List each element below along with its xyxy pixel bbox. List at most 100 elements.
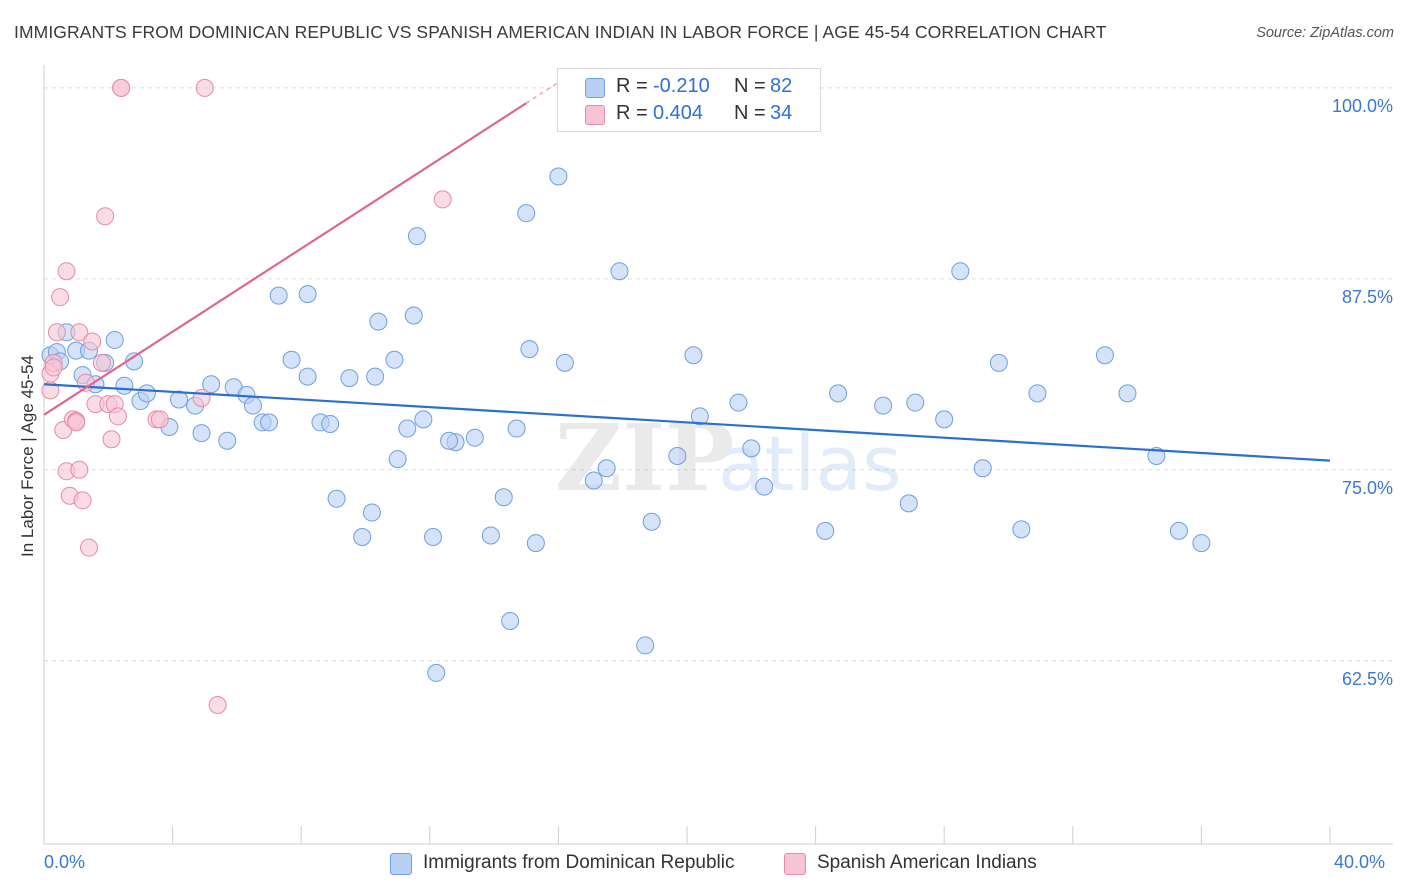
- data-point-dominican: [584, 471, 603, 490]
- data-point-dominican: [398, 419, 417, 438]
- y-axis-title: In Labor Force | Age 45-54: [18, 355, 37, 557]
- data-point-dominican: [353, 527, 372, 546]
- data-point-dominican: [642, 512, 661, 531]
- data-point-dominican: [115, 376, 134, 395]
- data-point-spanish-american-indian: [70, 460, 89, 479]
- data-point-dominican: [507, 419, 526, 438]
- data-point-dominican: [517, 204, 536, 223]
- watermark-atlas: atlas: [718, 419, 902, 508]
- legend-r-label: R =: [616, 102, 648, 124]
- x-tick-label-min: 0.0%: [44, 852, 86, 872]
- legend-n-value: 34: [770, 102, 793, 124]
- series-dominican-points: [41, 167, 1211, 682]
- data-point-spanish-american-indian: [70, 323, 89, 342]
- data-point-spanish-american-indian: [208, 696, 227, 715]
- data-point-dominican: [170, 390, 189, 409]
- data-point-dominican: [362, 503, 381, 522]
- legend-row-series1: R = -0.210 N = 82: [558, 73, 820, 101]
- data-point-dominican: [260, 413, 279, 432]
- data-point-dominican: [816, 521, 835, 540]
- data-point-dominican: [874, 396, 893, 415]
- data-point-dominican: [906, 393, 925, 412]
- data-point-dominican: [549, 167, 568, 186]
- source-credit: Source: ZipAtlas.com: [1256, 25, 1394, 41]
- data-point-dominican: [105, 330, 124, 349]
- data-point-spanish-american-indian: [102, 430, 121, 449]
- bottom-legend-label: Immigrants from Dominican Republic: [423, 852, 735, 873]
- data-point-dominican: [973, 459, 992, 478]
- data-point-dominican: [1147, 447, 1166, 466]
- legend-swatch-blue: [585, 78, 605, 98]
- legend-r-value: -0.210: [653, 75, 710, 97]
- y-tick-label: 100.0%: [1331, 95, 1393, 116]
- bottom-legend-swatch-pink: [784, 853, 806, 875]
- data-point-dominican: [424, 527, 443, 546]
- grid-lines: [44, 87, 1393, 662]
- data-point-dominican: [427, 663, 446, 682]
- legend-n-value: 82: [770, 75, 793, 97]
- data-point-dominican: [951, 262, 970, 281]
- data-point-spanish-american-indian: [112, 78, 131, 97]
- trend-lines: [43, 81, 1331, 462]
- data-point-spanish-american-indian: [41, 381, 60, 400]
- data-point-dominican: [298, 285, 317, 304]
- data-point-dominican: [137, 384, 156, 403]
- legend-swatch-pink: [585, 105, 605, 125]
- legend-n-label: N =: [734, 75, 766, 97]
- data-point-dominican: [369, 312, 388, 331]
- data-point-dominican: [202, 375, 221, 394]
- bottom-legend-label: Spanish American Indians: [817, 852, 1037, 873]
- axes: [43, 65, 1393, 845]
- data-point-dominican: [935, 410, 954, 429]
- chart-title: IMMIGRANTS FROM DOMINICAN REPUBLIC VS SP…: [14, 22, 1107, 42]
- data-point-spanish-american-indian: [57, 262, 76, 281]
- bottom-legend-swatch-blue: [390, 853, 412, 875]
- data-point-dominican: [829, 384, 848, 403]
- legend-n-label: N =: [734, 102, 766, 124]
- data-point-spanish-american-indian: [192, 388, 211, 407]
- data-point-dominican: [465, 428, 484, 447]
- data-point-dominican: [385, 350, 404, 369]
- y-tick-label: 62.5%: [1341, 668, 1393, 689]
- data-point-spanish-american-indian: [108, 407, 127, 426]
- data-point-spanish-american-indian: [150, 410, 169, 429]
- data-point-dominican: [340, 369, 359, 388]
- data-point-dominican: [1012, 520, 1031, 539]
- data-point-spanish-american-indian: [51, 288, 70, 307]
- data-point-dominican: [218, 431, 237, 450]
- data-point-spanish-american-indian: [96, 207, 115, 226]
- data-point-spanish-american-indian: [433, 190, 452, 209]
- data-point-dominican: [668, 447, 687, 466]
- data-point-spanish-american-indian: [80, 538, 99, 557]
- data-point-dominican: [1028, 384, 1047, 403]
- data-point-dominican: [327, 489, 346, 508]
- data-point-dominican: [388, 450, 407, 469]
- trend-line-dominican: [43, 383, 1331, 462]
- watermark: ZIP atlas: [555, 404, 902, 512]
- data-point-dominican: [1192, 534, 1211, 553]
- y-tick-label: 75.0%: [1341, 477, 1393, 498]
- data-point-dominican: [610, 262, 629, 281]
- trend-line-spanish-american-indian: [43, 102, 527, 416]
- legend-row-series2: R = 0.404 N = 34: [558, 100, 820, 128]
- data-point-spanish-american-indian: [83, 332, 102, 351]
- correlation-legend: R = -0.210 N = 82 R = 0.404 N = 34: [557, 68, 821, 132]
- data-point-dominican: [366, 367, 385, 386]
- data-point-spanish-american-indian: [92, 353, 111, 372]
- data-point-dominican: [414, 410, 433, 429]
- data-point-spanish-american-indian: [47, 323, 66, 342]
- data-point-dominican: [282, 350, 301, 369]
- data-point-dominican: [440, 431, 459, 450]
- data-point-dominican: [597, 459, 616, 478]
- data-point-dominican: [755, 477, 774, 496]
- data-point-spanish-american-indian: [195, 78, 214, 97]
- data-point-dominican: [636, 636, 655, 655]
- data-point-dominican: [269, 286, 288, 305]
- data-point-spanish-american-indian: [67, 413, 86, 432]
- data-point-dominican: [192, 424, 211, 443]
- data-point-dominican: [501, 611, 520, 630]
- data-point-spanish-american-indian: [73, 491, 92, 510]
- data-point-dominican: [742, 439, 761, 458]
- data-point-dominican: [404, 306, 423, 325]
